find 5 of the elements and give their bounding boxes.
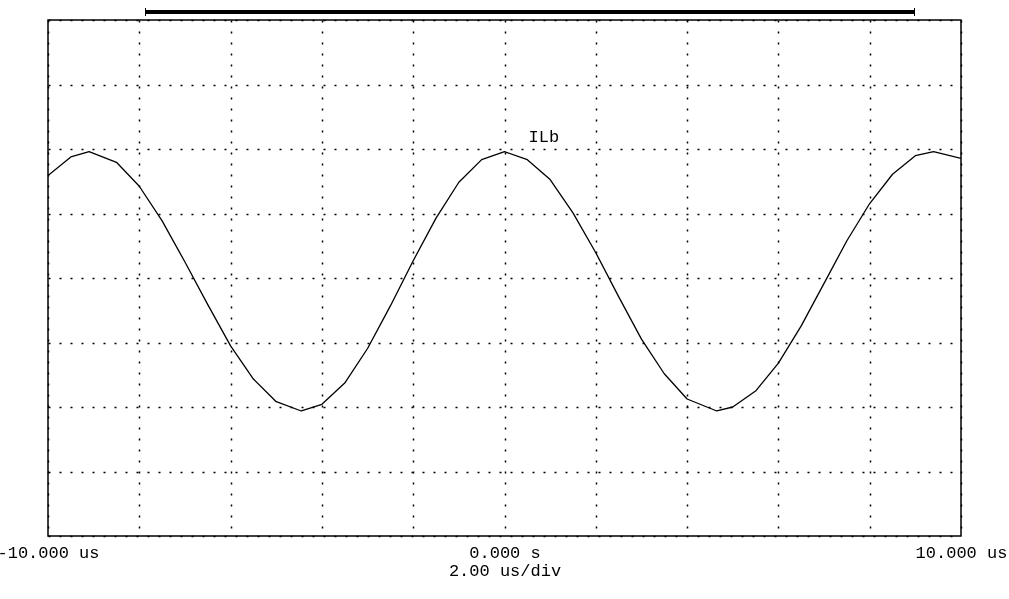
x-axis-title: 2.00 us/div [448, 561, 562, 581]
x-tick-label: 0.000 s [469, 543, 541, 563]
series-label: ILb [528, 127, 560, 147]
x-tick-label: 10.000 us [915, 543, 1008, 563]
x-tick-label: -10.000 us [0, 543, 100, 563]
